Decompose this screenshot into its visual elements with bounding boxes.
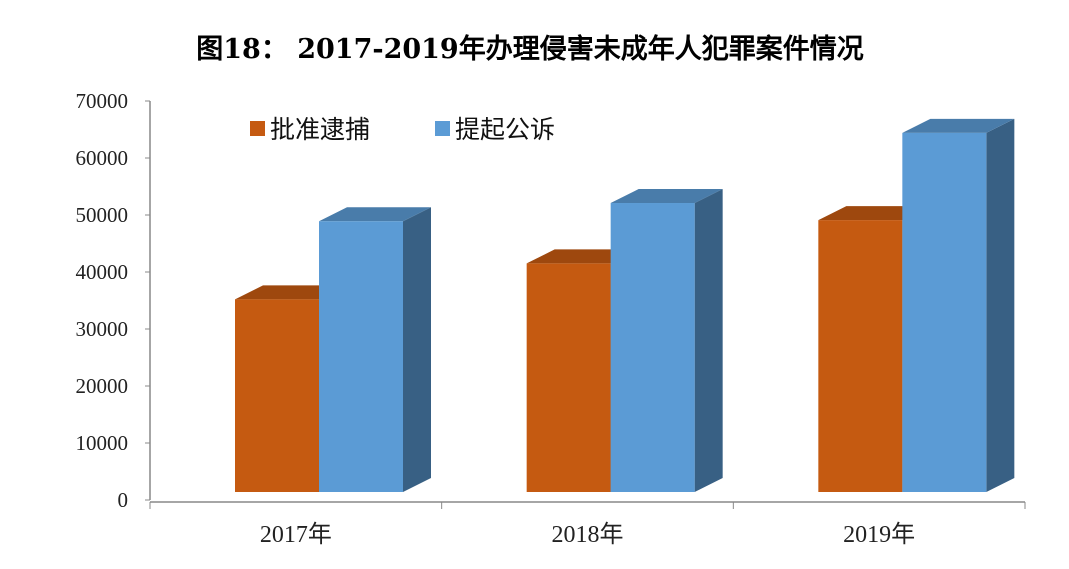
bar-front: [235, 299, 319, 492]
y-tick-label: 0: [118, 488, 129, 512]
x-tick-label: 2017年: [260, 521, 332, 548]
y-tick-label: 70000: [76, 89, 129, 113]
bar-top: [902, 118, 1015, 133]
bar-提起公诉-2017年: [319, 207, 431, 492]
bar-front: [610, 203, 695, 492]
bar-提起公诉-2018年: [610, 189, 723, 492]
chart-title: 图18： 2017-2019年办理侵害未成年人犯罪案件情况: [196, 33, 863, 65]
bar-front: [319, 221, 403, 492]
y-tick-label: 10000: [76, 431, 129, 455]
legend-label: 提起公诉: [455, 115, 555, 144]
y-tick-label: 60000: [76, 146, 129, 170]
bar-side: [986, 118, 1015, 493]
legend-swatch: [435, 121, 450, 136]
y-tick-label: 30000: [76, 317, 129, 341]
bar-front: [818, 220, 903, 493]
x-tick-label: 2018年: [552, 521, 624, 548]
legend-label: 批准逮捕: [270, 115, 370, 144]
legend-swatch: [250, 121, 265, 136]
bar-side: [403, 207, 431, 492]
bar-front: [902, 132, 987, 492]
x-tick-label: 2019年: [843, 521, 915, 548]
bar-side: [694, 189, 723, 492]
bar-提起公诉-2019年: [902, 118, 1015, 493]
y-tick-label: 20000: [76, 374, 129, 398]
bar-top: [319, 207, 431, 222]
y-tick-label: 40000: [76, 260, 129, 284]
bar-top: [610, 189, 723, 204]
y-tick-label: 50000: [76, 203, 129, 227]
bar-front: [526, 263, 611, 492]
